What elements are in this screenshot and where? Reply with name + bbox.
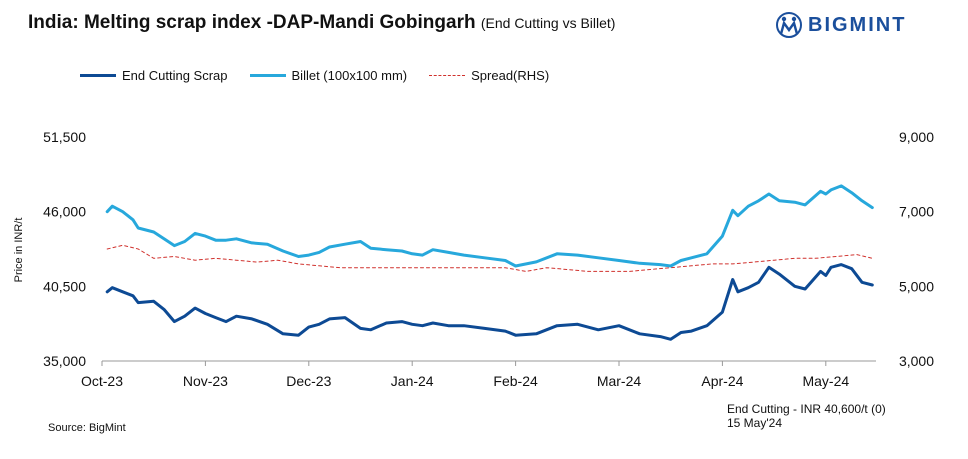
price-note-line: End Cutting - INR 40,600/t (0) [727, 402, 886, 416]
x-tick-label: Nov-23 [183, 373, 228, 389]
y-tick-label-right: 3,000 [899, 353, 934, 369]
x-tick-label: Dec-23 [286, 373, 331, 389]
series-line-billet-100x100-mm [105, 184, 874, 268]
x-tick-label: Oct-23 [81, 373, 123, 389]
legend-label: Spread(RHS) [471, 68, 550, 83]
bigmint-logo: BIGMINT [776, 10, 906, 40]
x-tick-label: Feb-24 [493, 373, 538, 389]
legend-label: End Cutting Scrap [122, 68, 228, 83]
y-axis-label: Price in INR/t [13, 218, 25, 283]
series-line-end-cutting-scrap [105, 263, 874, 341]
logo-text: BIGMINT [808, 13, 907, 36]
y-tick-label-right: 9,000 [899, 129, 934, 145]
y-tick-label-left: 51,500 [43, 129, 86, 145]
legend-item-spread: Spread(RHS) [429, 68, 549, 83]
legend-item-billet: Billet (100x100 mm) [249, 68, 408, 83]
y-tick-label-right: 7,000 [899, 204, 934, 220]
chart-legend: End Cutting Scrap Billet (100x100 mm) Sp… [80, 68, 571, 83]
y-tick-label-left: 46,000 [43, 204, 86, 220]
logo-mark-icon [776, 12, 802, 38]
legend-item-end-cutting: End Cutting Scrap [80, 68, 228, 83]
x-tick-label: Mar-24 [597, 373, 642, 389]
series-layer [105, 184, 874, 341]
legend-label: Billet (100x100 mm) [291, 68, 408, 83]
x-axis: Oct-23 Nov-23 Dec-23 Jan-24 Feb-24 Mar-24 Apr-… [81, 361, 849, 389]
y-axis-left: 35,000 40,500 46,000 51,500 [43, 129, 86, 369]
legend-swatch [429, 75, 466, 76]
series-line-spread-rhs [106, 244, 873, 272]
y-tick-label-left: 40,500 [43, 278, 86, 294]
chart-title-main: India: Melting scrap index -DAP-Mandi Go… [28, 12, 476, 33]
x-tick-label: Jan-24 [391, 373, 434, 389]
chart-subtitle: (End Cutting vs Billet) [480, 15, 616, 31]
price-note: End Cutting - INR 40,600/t (0) 15 May'24 [727, 402, 886, 430]
y-tick-label-right: 5,000 [899, 278, 934, 294]
price-note-date: 15 May'24 [727, 416, 782, 430]
chart-title: India: Melting scrap index -DAP-Mandi Go… [28, 12, 615, 34]
y-tick-label-left: 35,000 [43, 353, 86, 369]
y-axis-right: 3,000 5,000 7,000 9,000 [899, 129, 934, 369]
legend-swatch [80, 74, 116, 77]
x-tick-label: May-24 [802, 373, 849, 389]
x-tick-label: Apr-24 [701, 373, 743, 389]
source-note: Source: BigMint [48, 422, 126, 434]
legend-swatch [249, 74, 286, 77]
